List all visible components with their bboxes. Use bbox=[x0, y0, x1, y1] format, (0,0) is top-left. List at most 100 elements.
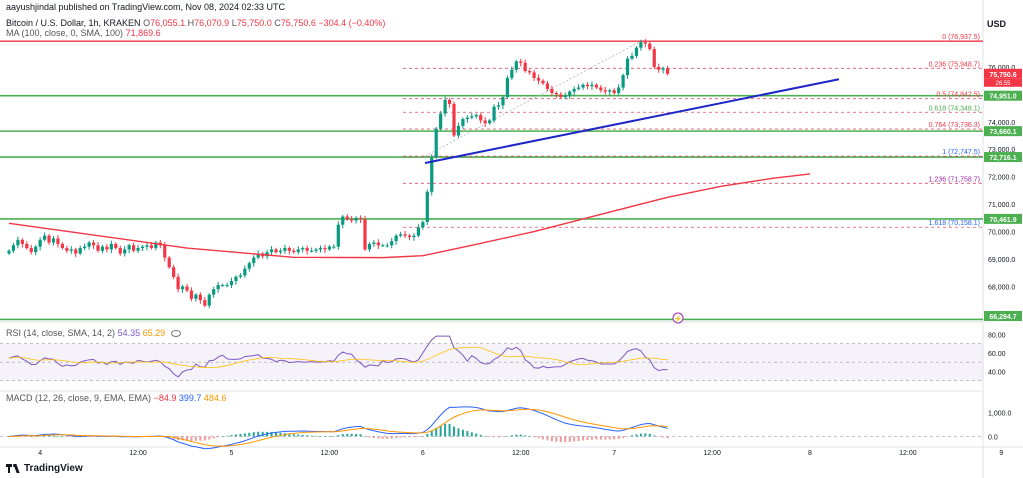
y-tick-label: 68,000.0 bbox=[988, 284, 1015, 291]
ma-value: 71,869.6 bbox=[125, 28, 161, 38]
macd-histogram-bar bbox=[248, 432, 251, 437]
candle-body bbox=[559, 94, 563, 98]
tradingview-logo[interactable]: TradingView bbox=[6, 463, 83, 474]
macd-histogram-bar bbox=[212, 436, 215, 439]
macd-histogram-bar bbox=[510, 435, 513, 437]
low-value: 75,750.0 bbox=[236, 18, 272, 28]
macd-histogram-bar bbox=[604, 436, 607, 440]
macd-histogram-bar bbox=[8, 436, 10, 437]
x-tick-label: 7 bbox=[612, 450, 616, 457]
price-tag-label: 70,461.9 bbox=[989, 217, 1016, 224]
publisher-line: aayushjindal published on TradingView.co… bbox=[6, 2, 285, 12]
macd-histogram-bar bbox=[306, 435, 309, 437]
macd-histogram-bar bbox=[590, 436, 593, 440]
candle-body bbox=[256, 253, 260, 258]
eye-icon[interactable] bbox=[170, 330, 181, 338]
candle-body bbox=[407, 235, 412, 238]
macd-signal-line[interactable] bbox=[8, 408, 668, 447]
candle-body bbox=[60, 243, 64, 249]
macd-histogram-bar bbox=[310, 435, 313, 437]
candle-body bbox=[140, 246, 145, 249]
ma-line[interactable] bbox=[8, 173, 811, 259]
candle-body bbox=[358, 217, 363, 220]
candle-body bbox=[421, 221, 425, 228]
candle-body bbox=[34, 246, 38, 253]
macd-histogram-bar bbox=[417, 436, 420, 437]
fib-level-label: 1 (72,747.5) bbox=[942, 149, 980, 156]
macd-histogram-bar bbox=[239, 433, 242, 437]
macd-histogram-bar bbox=[430, 430, 433, 437]
candle-body bbox=[172, 267, 176, 277]
candle-body bbox=[390, 241, 394, 246]
candle-body bbox=[643, 42, 647, 44]
candle-body bbox=[167, 257, 171, 268]
candle-body bbox=[16, 239, 20, 246]
candle-body bbox=[545, 83, 550, 89]
candle-body bbox=[7, 250, 11, 254]
macd-histogram-bar bbox=[194, 436, 197, 441]
candle-body bbox=[474, 114, 478, 117]
candle-body bbox=[198, 294, 202, 301]
macd-histogram-bar bbox=[657, 436, 660, 437]
macd-histogram-bar bbox=[635, 434, 638, 437]
candle-body bbox=[488, 120, 492, 124]
candle-body bbox=[425, 191, 429, 222]
candle-body bbox=[221, 285, 225, 287]
candle-body bbox=[372, 242, 376, 244]
price-tag bbox=[984, 311, 1022, 321]
macd-histogram-bar bbox=[461, 429, 464, 437]
candle-body bbox=[568, 91, 572, 96]
y-tick-label: 73,000.0 bbox=[988, 147, 1015, 154]
candle-body bbox=[621, 75, 625, 88]
candle-body bbox=[363, 219, 367, 250]
fib-level-label: 0.236 (75,948.7) bbox=[929, 61, 980, 68]
macd-histogram-bar bbox=[56, 435, 59, 437]
rsi-tick-label: 40.00 bbox=[988, 369, 1006, 376]
x-tick-label: 12:00 bbox=[703, 450, 721, 457]
macd-histogram-bar bbox=[181, 436, 184, 441]
x-tick-label: 12:00 bbox=[899, 450, 917, 457]
macd-legend[interactable]: MACD (12, 26, close, 9, EMA, EMA) −84.9 … bbox=[6, 393, 226, 403]
symbol-legend[interactable]: Bitcoin / U.S. Dollar, 1h, KRAKEN O76,05… bbox=[6, 18, 385, 28]
candle-body bbox=[38, 239, 42, 247]
macd-histogram-bar bbox=[524, 435, 527, 437]
macd-histogram-bar bbox=[479, 434, 482, 437]
candle-body bbox=[550, 88, 554, 93]
macd-tick-label: 0.0 bbox=[988, 434, 998, 441]
macd-histogram-bar bbox=[408, 436, 411, 438]
rsi-sma-line[interactable] bbox=[8, 346, 668, 368]
candle-body bbox=[189, 290, 194, 299]
macd-histogram-bar bbox=[30, 436, 33, 437]
candle-body bbox=[630, 55, 634, 59]
macd-histogram-bar bbox=[39, 435, 42, 437]
macd-histogram-bar bbox=[199, 436, 202, 441]
rsi-line[interactable] bbox=[8, 335, 668, 378]
macd-histogram-bar bbox=[395, 436, 398, 439]
rsi-sma-value: 65.29 bbox=[142, 328, 166, 338]
rsi-legend[interactable]: RSI (14, close, SMA, 14, 2) 54.35 65.29 bbox=[6, 328, 181, 338]
candle-body bbox=[399, 234, 403, 236]
macd-histogram-bar bbox=[439, 425, 442, 437]
macd-histogram-bar bbox=[666, 436, 669, 439]
fib-level-label: 1.236 (71,758.7) bbox=[929, 176, 980, 183]
ma-legend[interactable]: MA (100, close, 0, SMA, 100) 71,869.6 bbox=[6, 28, 161, 38]
macd-histogram-bar bbox=[533, 436, 536, 438]
macd-histogram-bar bbox=[226, 435, 229, 437]
macd-histogram-bar bbox=[426, 433, 429, 437]
candle-body bbox=[430, 157, 434, 192]
candle-body bbox=[47, 235, 51, 243]
trendline[interactable] bbox=[424, 78, 840, 164]
macd-histogram-bar bbox=[234, 434, 237, 437]
macd-histogram-bar bbox=[662, 436, 665, 438]
macd-histogram-bar bbox=[568, 436, 571, 442]
candle-body bbox=[287, 248, 291, 251]
candle-body bbox=[657, 66, 661, 70]
macd-histogram-bar bbox=[644, 433, 647, 437]
high-value: 76,070.9 bbox=[194, 18, 230, 28]
candle-body bbox=[216, 285, 220, 290]
price-tag bbox=[984, 68, 1022, 79]
macd-histogram-bar bbox=[626, 436, 629, 437]
candle-body bbox=[394, 235, 398, 242]
lightning-icon[interactable] bbox=[672, 312, 684, 324]
